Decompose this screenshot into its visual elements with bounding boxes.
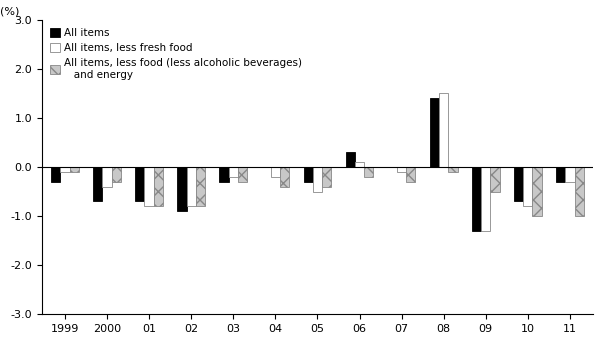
Bar xyxy=(430,98,439,167)
Bar xyxy=(145,167,154,206)
Bar xyxy=(280,167,289,187)
Text: (%): (%) xyxy=(1,6,20,17)
Bar xyxy=(61,167,70,172)
Bar xyxy=(154,167,163,206)
Bar xyxy=(355,162,364,167)
Bar xyxy=(229,167,238,177)
Bar xyxy=(112,167,121,182)
Bar xyxy=(514,167,523,201)
Bar xyxy=(313,167,322,192)
Bar xyxy=(135,167,145,201)
Bar xyxy=(575,167,584,216)
Bar xyxy=(187,167,196,206)
Bar xyxy=(103,167,112,187)
Bar xyxy=(472,167,481,231)
Bar xyxy=(439,93,448,167)
Bar xyxy=(238,167,247,182)
Bar xyxy=(406,167,415,182)
Bar xyxy=(93,167,103,201)
Bar xyxy=(532,167,542,216)
Bar xyxy=(271,167,280,177)
Bar xyxy=(364,167,373,177)
Bar xyxy=(481,167,490,231)
Bar xyxy=(70,167,79,172)
Bar xyxy=(196,167,205,206)
Bar xyxy=(220,167,229,182)
Bar xyxy=(178,167,187,211)
Bar xyxy=(448,167,458,172)
Bar xyxy=(565,167,575,182)
Legend: All items, All items, less fresh food, All items, less food (less alcoholic beve: All items, All items, less fresh food, A… xyxy=(47,25,305,83)
Bar xyxy=(490,167,500,192)
Bar xyxy=(556,167,565,182)
Bar xyxy=(51,167,61,182)
Bar xyxy=(397,167,406,172)
Bar xyxy=(346,152,355,167)
Bar xyxy=(322,167,331,187)
Bar xyxy=(523,167,532,206)
Bar xyxy=(304,167,313,182)
